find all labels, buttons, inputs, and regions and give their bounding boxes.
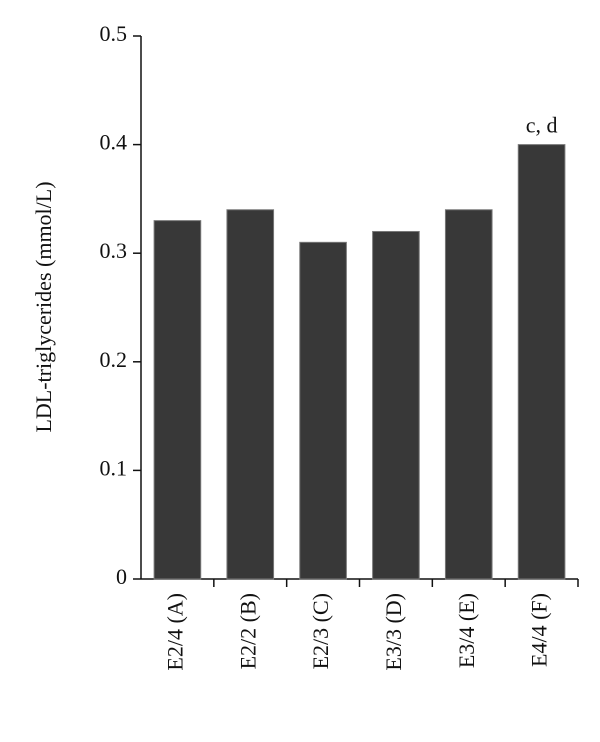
- x-tick-label: E3/3 (D): [381, 593, 406, 671]
- x-tick-label: E4/4 (F): [527, 593, 552, 667]
- y-tick-label: 0: [116, 564, 127, 589]
- bar: [444, 209, 493, 580]
- y-tick-label: 0.3: [100, 238, 128, 263]
- x-tick-label: E3/4 (E): [454, 593, 479, 668]
- bar: [372, 230, 420, 580]
- y-tick-label: 0.2: [100, 347, 128, 372]
- y-tick-label: 0.4: [100, 130, 128, 155]
- x-tick-label: E2/3 (C): [308, 593, 333, 669]
- y-tick-label: 0.5: [100, 21, 128, 46]
- y-tick-label: 0.1: [100, 455, 128, 480]
- y-axis-title: LDL-triglycerides (mmol/L): [31, 181, 56, 432]
- x-tick-label: E2/2 (B): [235, 593, 260, 669]
- bar: [517, 144, 566, 580]
- bar: [153, 220, 202, 580]
- bar: [299, 241, 347, 580]
- annotation: c, d: [526, 113, 558, 138]
- bar: [226, 209, 275, 580]
- x-tick-label: E2/4 (A): [162, 593, 187, 671]
